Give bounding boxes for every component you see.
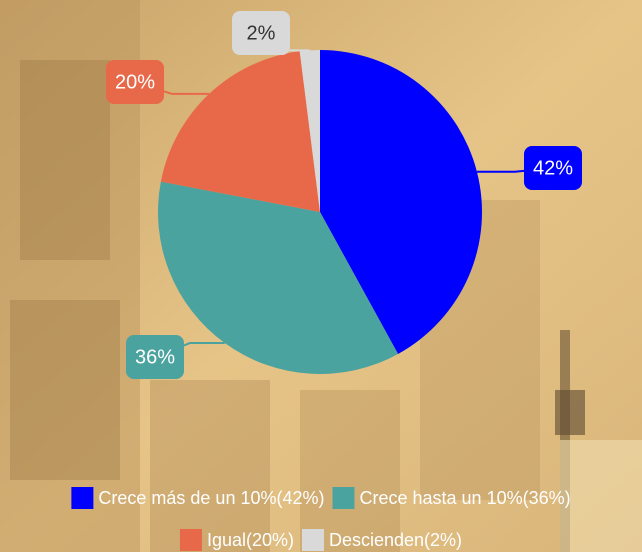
legend-label: Crece hasta un 10%(36%) (359, 488, 570, 508)
legend-row: Igual(20%) Descienden(2%) (179, 529, 462, 551)
label-box (524, 146, 582, 190)
pie-slice (320, 50, 483, 354)
legend-label: Crece más de un 10%(42%) (98, 488, 324, 508)
legend-label: Descienden(2%) (329, 530, 462, 550)
data-label: 36% (135, 346, 175, 368)
legend-swatch (301, 529, 324, 551)
data-label: 20% (115, 71, 155, 93)
legend-label: Igual(20%) (207, 530, 294, 550)
pie-slice (299, 50, 320, 212)
label-box (232, 11, 290, 55)
data-label: 2% (247, 22, 276, 44)
pie-slice (160, 51, 320, 212)
legend-row: Crece más de un 10%(42%) Crece hasta un 1… (71, 487, 571, 509)
pie-slice (158, 181, 399, 374)
data-label: 42% (533, 157, 573, 179)
label-box (126, 335, 184, 379)
legend-swatch (179, 529, 202, 551)
legend-swatch (71, 487, 94, 509)
legend-swatch (332, 487, 355, 509)
label-box (106, 60, 164, 104)
